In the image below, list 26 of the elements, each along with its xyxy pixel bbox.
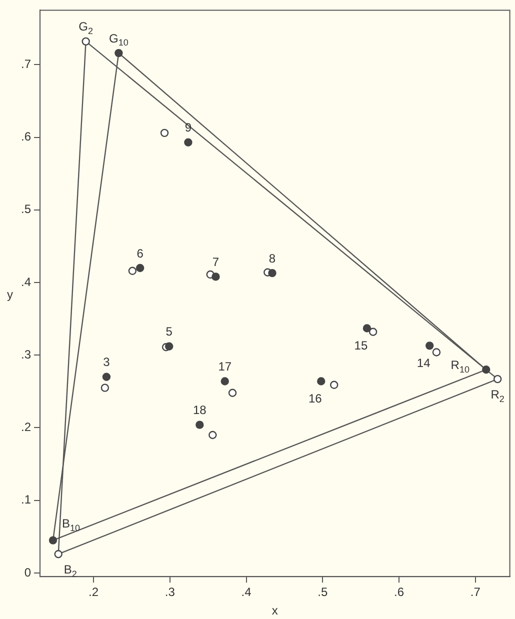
annotation: 17 [218, 360, 232, 374]
annotation: 16 [308, 392, 322, 406]
x-tick-label: .7 [470, 585, 481, 600]
annotation: 8 [268, 251, 276, 266]
annotation: 18 [192, 403, 207, 418]
y-tick-label: 0 [24, 565, 32, 580]
y-tick-label: .6 [20, 130, 32, 144]
annotation: 5 [166, 324, 173, 339]
x-tick-label: .5 [318, 585, 328, 600]
annotation: 15 [354, 338, 368, 353]
x-tick-label: .6 [394, 585, 404, 600]
y-tick-label: .4 [20, 274, 32, 289]
y-tick-label: .2 [20, 420, 32, 434]
x-tick-label: .2 [88, 585, 99, 600]
x-tick-label: .4 [241, 585, 252, 600]
annotation: 3 [103, 355, 110, 370]
x-axis-title: x [272, 603, 278, 618]
y-tick-label: .1 [20, 492, 32, 507]
y-tick-label: .5 [20, 202, 32, 216]
y-tick-label: .7 [20, 56, 32, 71]
annotation: 14 [416, 356, 431, 370]
annotation: 7 [212, 255, 220, 270]
y-tick-label: .3 [20, 347, 32, 362]
y-axis-title: y [7, 288, 13, 302]
annotation: 6 [136, 246, 144, 260]
x-tick-label: .3 [164, 585, 176, 600]
